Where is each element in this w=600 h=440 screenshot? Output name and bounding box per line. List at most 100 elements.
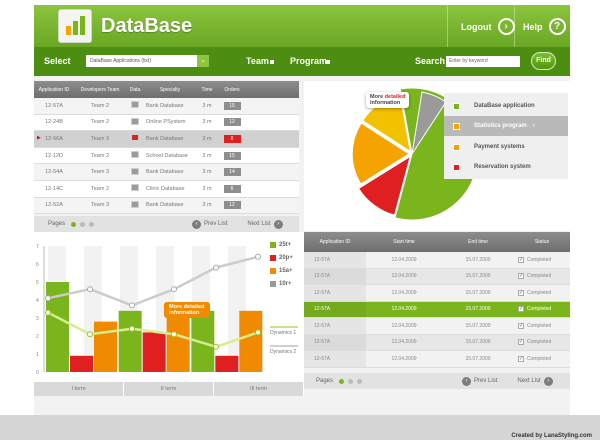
start-time-cell-text: 12.04.2009 [391,355,417,362]
document-icon[interactable] [131,184,139,192]
pie-slice[interactable] [351,122,410,185]
term-label[interactable]: I term [34,382,124,396]
page-dot[interactable] [348,378,354,384]
table-row[interactable]: 12-52A Team 3 Bank Database 3 m 12 [34,197,299,215]
pie-callout[interactable]: More detailed information [366,92,410,108]
table-row[interactable]: 12-57A 12.04.2009 15.07.2009 ✓ Completed [304,334,570,351]
legend-item-payment-systems[interactable]: Payment systems [444,137,568,157]
team-cell: Team 3 [74,169,126,175]
help-button[interactable]: Help ? [523,18,566,35]
prev-arrow-icon[interactable]: ‹ [462,376,472,386]
pie-slice[interactable] [357,155,412,216]
team-label[interactable]: Team [246,56,269,66]
column-header[interactable]: Start time [393,239,415,245]
table-row[interactable]: 12-12D Team 2 School Database 3 m 15 [34,147,299,165]
legend-item-database-application[interactable]: DataBase application [444,96,568,116]
table-row[interactable]: 12-57A 12.04.2009 15.07.2009 ✓ Completed [304,268,570,285]
table-row[interactable]: 12-57A 12.04.2009 15.07.2009 ✓ Completed [304,252,570,269]
column-header[interactable]: Data [129,86,141,93]
checkbox-icon[interactable]: ✓ [518,355,524,362]
bar-15a+[interactable] [94,321,117,372]
table-row[interactable]: 12-57A 12.04.2009 15.07.2009 ✓ Completed [304,318,570,335]
bar-20p+[interactable] [142,332,166,372]
specialty-cell: Online PSystem [144,119,196,125]
header-divider [514,5,515,47]
column-header[interactable]: Time [201,86,213,93]
column-header[interactable]: Specialty [159,86,181,93]
table-row[interactable]: 12-57A 12.04.2009 15.07.2009 ✓ Completed [304,351,570,368]
table-row[interactable]: 12-14C Team 2 Clinic Database 3 m 6 [34,180,299,198]
application-id-cell-text: 12-57A [314,355,331,362]
table-row[interactable]: 12-24B Team 2 Online PSystem 3 m 12 [34,114,299,132]
line-point[interactable] [45,295,51,302]
line-point[interactable] [171,286,177,293]
line-point[interactable] [129,302,135,309]
line-point[interactable] [87,286,93,293]
end-time-cell-text: 15.07.2009 [465,339,491,346]
next-list-link[interactable]: Next List [517,378,541,384]
line-point[interactable] [45,309,51,316]
logout-button[interactable]: Logout › [461,18,515,35]
term-label[interactable]: III term [214,382,304,396]
bar-25t+[interactable] [118,310,142,372]
search-input[interactable]: Enter by keyword [446,56,520,67]
checkbox-icon[interactable]: ✓ [518,306,524,313]
checkbox-icon[interactable]: ✓ [518,322,524,329]
prev-list-link[interactable]: Prev List [474,378,498,384]
bar-15a+[interactable] [239,310,263,372]
next-arrow-icon[interactable]: › [273,219,283,229]
document-icon[interactable] [131,167,139,175]
checkbox-icon[interactable]: ✓ [518,256,524,263]
line-point[interactable] [87,331,93,338]
document-icon[interactable] [131,134,139,142]
document-icon[interactable] [131,151,139,159]
legend-item-statistics-program[interactable]: Statistics program › [444,116,568,136]
pager: Pages ‹ Prev List Next List › [304,373,570,389]
bar-15a+[interactable] [166,318,190,372]
time-cell-text: 3 m [202,202,212,209]
line-point[interactable] [171,331,177,338]
find-button[interactable]: Find [531,52,556,70]
line-point[interactable] [129,325,135,332]
program-label[interactable]: Program [290,56,328,66]
table-row[interactable]: 12-57A 12.04.2009 15.07.2009 ✓ Completed [304,301,570,318]
line-point[interactable] [213,264,219,271]
checkbox-icon[interactable]: ✓ [518,289,524,296]
column-header[interactable]: End time [468,239,488,245]
legend-item-reservation-system[interactable]: Reservation system [444,157,568,177]
bar-20p+[interactable] [215,355,239,372]
table-row[interactable]: 12-57A 12.04.2009 15.07.2009 ✓ Completed [304,285,570,302]
page-dot[interactable] [80,221,86,227]
orders-badge: 8 [223,134,241,143]
column-header[interactable]: Status [534,239,550,245]
chart-callout[interactable]: More detailed information [164,302,210,318]
bar-20p+[interactable] [70,355,93,372]
checkbox-icon[interactable]: ✓ [518,273,524,280]
next-list-link[interactable]: Next List [247,221,271,227]
line-point[interactable] [255,253,261,260]
document-icon[interactable] [131,117,139,125]
prev-list-link[interactable]: Prev List [204,221,228,227]
table-row[interactable]: 12-57A Team 2 Bank Database 3 m 15 [34,98,299,115]
page-dot[interactable] [89,221,95,227]
document-icon[interactable] [131,101,139,109]
page-dot[interactable] [339,378,345,384]
application-select[interactable]: DataBase Applications (list) ⌄ [86,55,209,67]
bar-25t+[interactable] [46,282,69,372]
line-point[interactable] [213,343,219,350]
next-arrow-icon[interactable]: › [543,376,553,386]
line-point[interactable] [255,329,261,336]
prev-arrow-icon[interactable]: ‹ [192,219,202,229]
checkbox-icon[interactable]: ✓ [518,339,524,346]
table-row[interactable]: 12-54A Team 3 Bank Database 3 m 14 [34,164,299,181]
term-label[interactable]: II term [124,382,214,396]
page-dot[interactable] [71,221,77,227]
column-header[interactable]: Orders [224,86,240,93]
page-dot[interactable] [357,378,363,384]
bar-25t+[interactable] [191,310,215,372]
document-icon[interactable] [131,200,139,208]
column-header[interactable]: Application ID [319,239,351,245]
column-header[interactable]: Developers Team [80,86,120,93]
column-header[interactable]: Application ID [38,86,70,93]
table-row[interactable]: ▶ 12-56A Team 3 Bank Database 3 m 8 [34,131,299,148]
